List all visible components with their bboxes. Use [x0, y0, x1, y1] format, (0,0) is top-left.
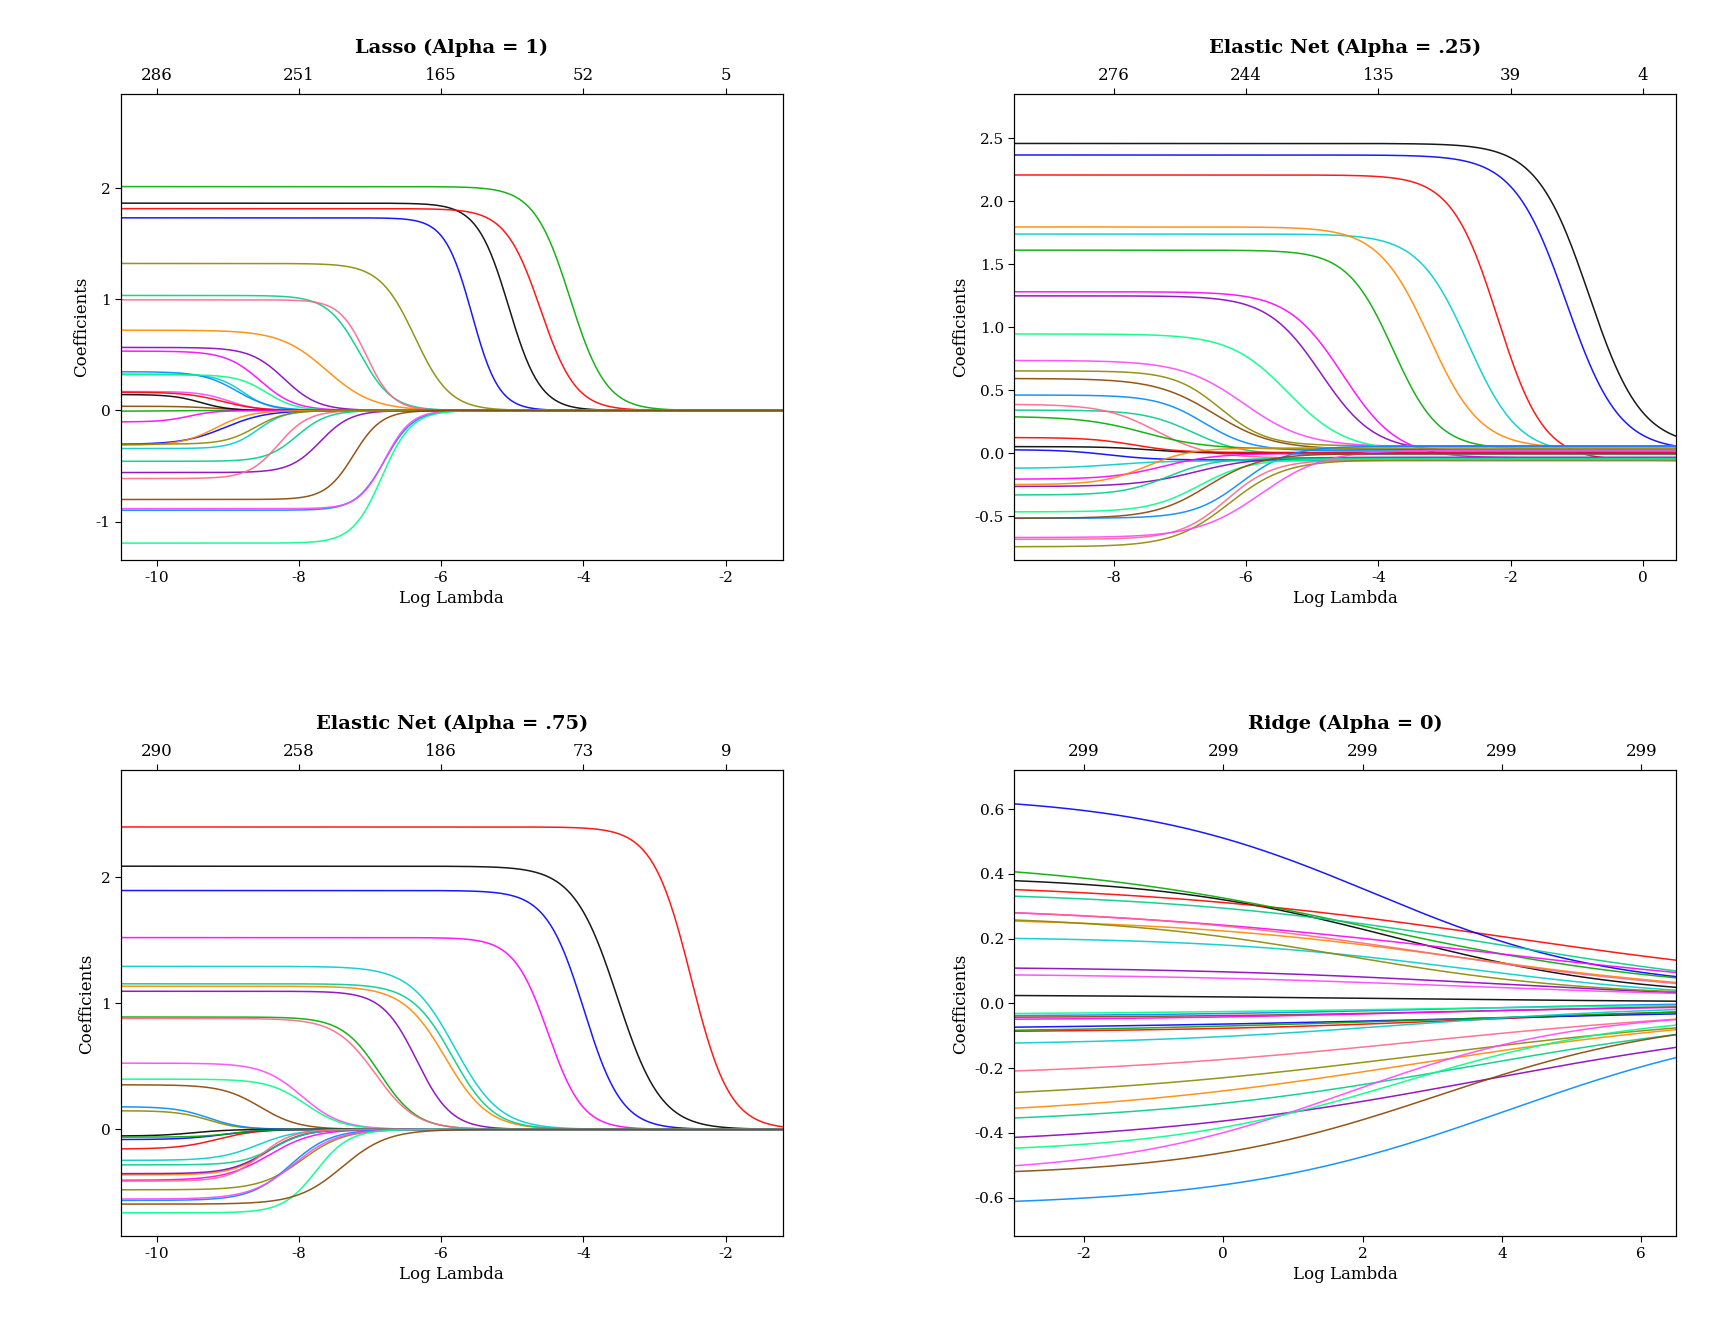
Title: Ridge (Alpha = 0): Ridge (Alpha = 0)	[1248, 715, 1443, 732]
Y-axis label: Coefficients: Coefficients	[73, 277, 90, 378]
Title: Elastic Net (Alpha = .25): Elastic Net (Alpha = .25)	[1210, 39, 1481, 56]
Title: Elastic Net (Alpha = .75): Elastic Net (Alpha = .75)	[316, 715, 588, 732]
Y-axis label: Coefficients: Coefficients	[78, 953, 95, 1054]
X-axis label: Log Lambda: Log Lambda	[399, 1266, 505, 1284]
X-axis label: Log Lambda: Log Lambda	[1293, 590, 1398, 607]
X-axis label: Log Lambda: Log Lambda	[399, 590, 505, 607]
Title: Lasso (Alpha = 1): Lasso (Alpha = 1)	[356, 39, 548, 56]
X-axis label: Log Lambda: Log Lambda	[1293, 1266, 1398, 1284]
Y-axis label: Coefficients: Coefficients	[952, 953, 969, 1054]
Y-axis label: Coefficients: Coefficients	[952, 277, 969, 378]
